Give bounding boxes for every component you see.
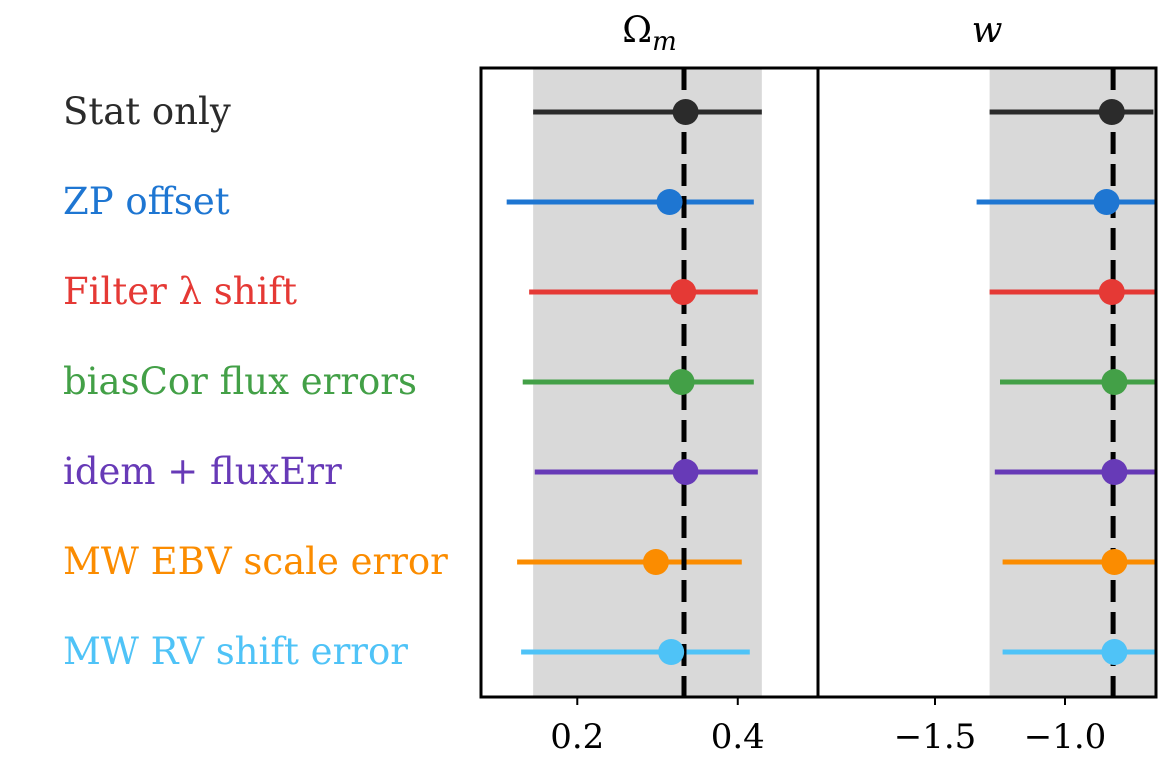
data-point xyxy=(1101,639,1128,665)
x-tick-label: 0.4 xyxy=(711,717,765,757)
panel-title: w xyxy=(972,10,1003,51)
data-point xyxy=(656,189,683,215)
row-label: biasCor flux errors xyxy=(63,360,417,403)
data-point xyxy=(670,279,697,305)
row-labels: Stat only ZP offset Filter λ shift biasCor … xyxy=(63,90,448,673)
row-label: Stat only xyxy=(63,90,231,133)
data-point xyxy=(658,639,685,665)
row-label: Filter λ shift xyxy=(63,270,297,313)
data-point xyxy=(642,549,669,575)
data-point xyxy=(1093,189,1120,215)
data-point xyxy=(1101,549,1128,575)
data-point xyxy=(672,459,699,485)
data-point xyxy=(1098,279,1125,305)
row-label: MW EBV scale error xyxy=(63,540,448,583)
row-label: ZP offset xyxy=(63,180,230,223)
data-point xyxy=(672,99,699,125)
x-tick-label: −1.5 xyxy=(894,717,977,757)
data-point xyxy=(1098,99,1125,125)
x-tick-label: 0.2 xyxy=(550,717,604,757)
data-point xyxy=(1101,369,1128,395)
row-label: MW RV shift error xyxy=(63,630,408,673)
row-label: idem + fluxErr xyxy=(63,450,342,493)
data-point xyxy=(1101,459,1128,485)
data-point xyxy=(668,369,695,395)
w-panel: −1.5 −1.0 w xyxy=(816,10,1158,757)
x-tick-label: −1.0 xyxy=(1024,717,1107,757)
axes-frame xyxy=(816,66,1158,699)
omega-m-panel: 0.2 0.4 Ωm xyxy=(479,10,820,757)
panel-title: Ωm xyxy=(622,10,677,57)
